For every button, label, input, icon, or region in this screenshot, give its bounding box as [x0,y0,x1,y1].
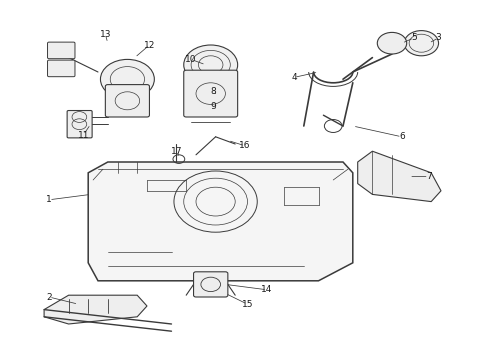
Text: 11: 11 [77,131,89,140]
Circle shape [377,32,407,54]
Text: 13: 13 [99,30,111,39]
Text: 4: 4 [291,73,297,82]
FancyBboxPatch shape [48,60,75,77]
FancyBboxPatch shape [67,111,92,138]
Text: 3: 3 [436,33,441,42]
Text: 2: 2 [46,292,52,302]
Text: 10: 10 [185,55,197,64]
Text: 15: 15 [242,300,253,309]
Circle shape [404,31,439,56]
FancyBboxPatch shape [48,42,75,59]
Text: 16: 16 [239,141,251,150]
Text: 5: 5 [411,33,417,42]
Text: 8: 8 [210,87,216,96]
FancyBboxPatch shape [105,85,149,117]
Polygon shape [88,162,353,281]
Polygon shape [44,295,147,324]
FancyBboxPatch shape [184,70,238,117]
Text: 17: 17 [171,147,182,156]
Polygon shape [358,151,441,202]
Text: 9: 9 [210,102,216,111]
Text: 6: 6 [399,132,405,141]
Text: 1: 1 [46,195,52,204]
Text: 7: 7 [426,172,432,181]
Circle shape [184,45,238,85]
Text: 12: 12 [144,41,155,50]
Circle shape [100,59,154,99]
Text: 14: 14 [261,285,273,294]
FancyBboxPatch shape [194,272,228,297]
